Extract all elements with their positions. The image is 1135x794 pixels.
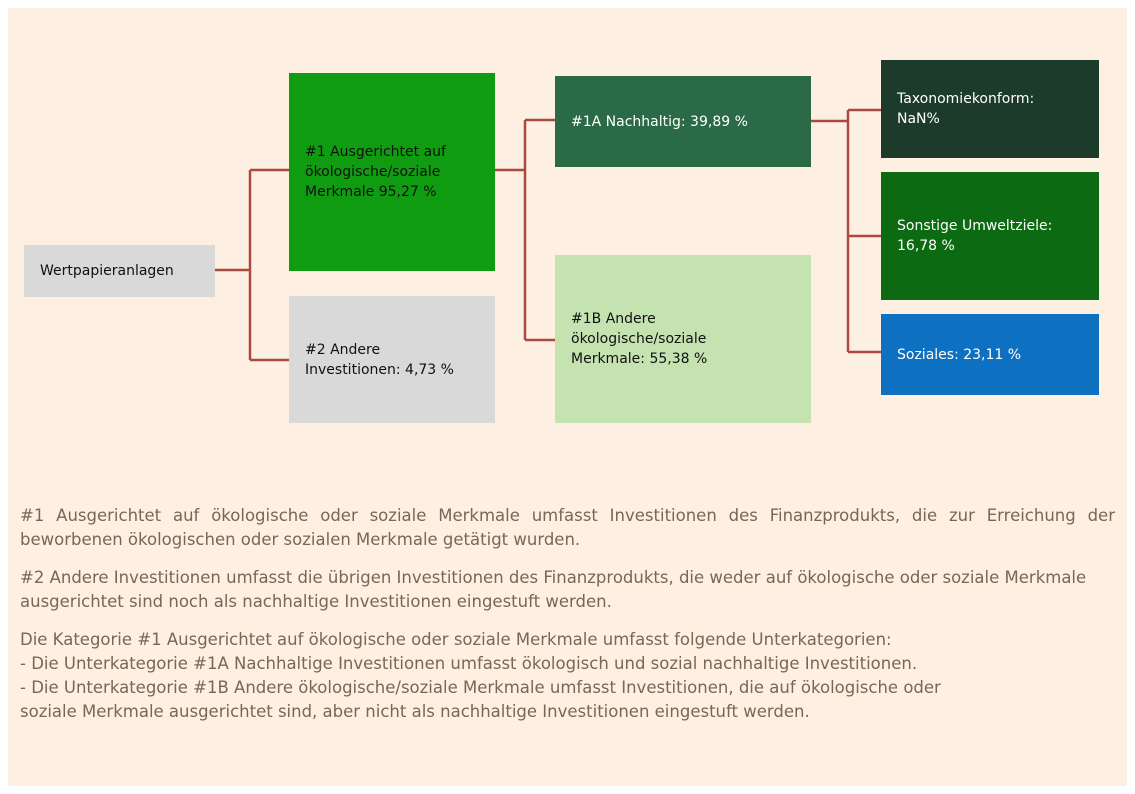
node: #1 Ausgerichtet auf ökologische/soziale … [289,73,495,271]
note: Die Kategorie #1 Ausgerichtet auf ökolog… [20,628,1115,724]
note-line: - Die Unterkategorie #1B Andere ökologis… [20,678,941,721]
node: Taxonomiekonform: NaN% [881,60,1099,158]
note-line: Die Kategorie #1 Ausgerichtet auf ökolog… [20,630,892,649]
node: Soziales: 23,11 % [881,314,1099,395]
node: Wertpapieranlagen [24,245,215,297]
note-line: - Die Unterkategorie #1A Nachhaltige Inv… [20,654,918,673]
paragraph: #2 Andere Investitionen umfasst die übri… [20,568,1087,611]
node: Sonstige Umweltziele: 16,78 % [881,172,1099,300]
paragraph: #1 Ausgerichtet auf ökologische oder soz… [20,506,1115,549]
node: #2 Andere Investitionen: 4,73 % [289,296,495,423]
connector [811,108,881,354]
node: #1A Nachhaltig: 39,89 % [555,76,811,167]
connector [215,168,289,362]
text-block: #1 Ausgerichtet auf ökologische oder soz… [20,504,1115,724]
connector [495,118,555,342]
node: #1B Andere ökologische/soziale Merkmale:… [555,255,811,423]
